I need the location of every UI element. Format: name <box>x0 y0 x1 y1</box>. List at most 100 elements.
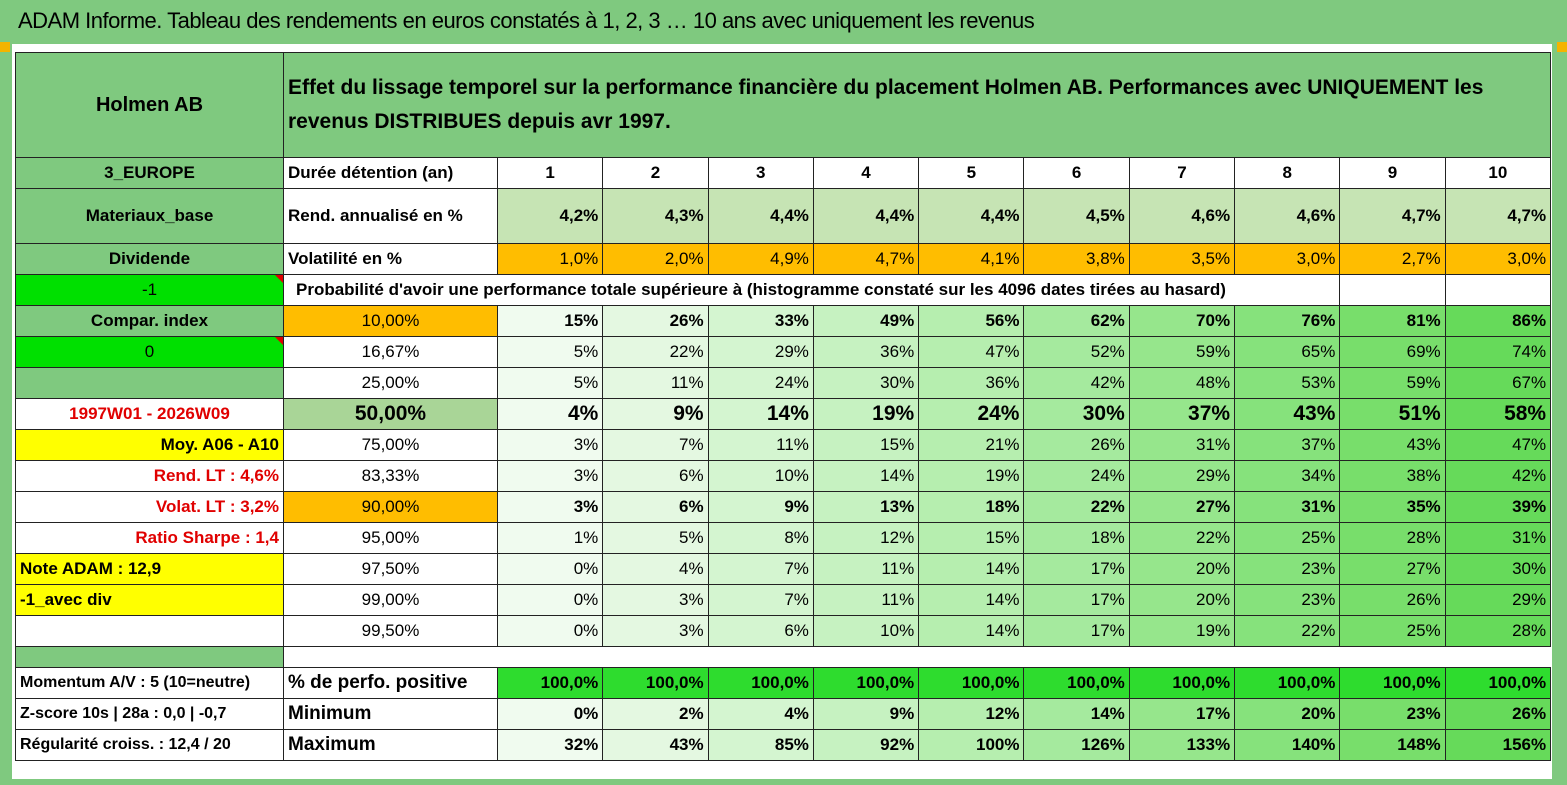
probability-caption: Probabilité d'avoir une performance tota… <box>282 274 1341 306</box>
probability-value: 11% <box>707 429 814 461</box>
probability-value: 27% <box>1128 491 1236 523</box>
threshold-cell: 75,00% <box>283 429 498 461</box>
year-header: 6 <box>1023 157 1130 189</box>
probability-value: 39% <box>1444 491 1552 523</box>
probability-value: 65% <box>1234 336 1341 368</box>
year-header: 8 <box>1234 157 1341 189</box>
probability-value: 70% <box>1128 305 1236 337</box>
probability-value: 4% <box>496 398 604 430</box>
probability-value: 19% <box>1128 615 1236 647</box>
threshold-cell: 99,50% <box>283 615 498 647</box>
probability-value: 42% <box>1023 367 1130 399</box>
vol-value: 3,8% <box>1023 243 1130 275</box>
min-value: 26% <box>1444 698 1552 730</box>
min-value: 9% <box>812 698 920 730</box>
pos-value: 100,0% <box>812 667 920 699</box>
probability-value: 31% <box>1128 429 1236 461</box>
probability-value: 17% <box>1023 553 1130 585</box>
probability-value: 51% <box>1339 398 1446 430</box>
probability-value: 58% <box>1444 398 1552 430</box>
max-value: 148% <box>1339 729 1446 761</box>
probability-value: 48% <box>1128 367 1236 399</box>
compar-index-cell: Compar. index <box>15 305 284 337</box>
probability-value: 14% <box>918 553 1025 585</box>
min-value: 0% <box>496 698 604 730</box>
threshold-cell: 25,00% <box>283 367 498 399</box>
probability-value: 11% <box>602 367 709 399</box>
probability-value: 30% <box>812 367 920 399</box>
probability-value: 62% <box>1023 305 1130 337</box>
avec-div-cell: -1_avec div <box>15 584 284 616</box>
probability-value: 26% <box>1023 429 1130 461</box>
probability-value: 76% <box>1234 305 1341 337</box>
rend-value: 4,7% <box>1339 188 1446 244</box>
probability-value: 37% <box>1234 429 1341 461</box>
probability-value: 86% <box>1444 305 1552 337</box>
probability-value: 0% <box>496 615 604 647</box>
probability-value: 6% <box>602 460 709 492</box>
probability-value: 30% <box>1444 553 1552 585</box>
rend-label: Rend. annualisé en % <box>283 188 498 244</box>
probability-value: 81% <box>1339 305 1446 337</box>
rend-value: 4,4% <box>812 188 920 244</box>
max-value: 32% <box>496 729 604 761</box>
probability-value: 31% <box>1444 522 1552 554</box>
pos-value: 100,0% <box>1444 667 1552 699</box>
probability-value: 1% <box>496 522 604 554</box>
probability-value: 5% <box>496 336 604 368</box>
table-description: Effet du lissage temporel sur la perform… <box>282 52 1552 158</box>
max-value: 85% <box>707 729 814 761</box>
pos-value: 100,0% <box>918 667 1025 699</box>
year-header: 1 <box>496 157 604 189</box>
flag-cell[interactable]: -1 <box>15 274 284 306</box>
probability-value: 6% <box>707 615 814 647</box>
rend-value: 4,3% <box>602 188 709 244</box>
flag-cell[interactable]: 0 <box>15 336 284 368</box>
year-header: 4 <box>812 157 920 189</box>
rend-value: 4,6% <box>1128 188 1236 244</box>
probability-value: 23% <box>1234 584 1341 616</box>
probability-value: 42% <box>1444 460 1552 492</box>
sharpe-cell: Ratio Sharpe : 1,4 <box>15 522 284 554</box>
period-cell: 1997W01 - 2026W09 <box>15 398 284 430</box>
moy-cell: Moy. A06 - A10 <box>15 429 284 461</box>
vol-value: 2,7% <box>1339 243 1446 275</box>
probability-value: 35% <box>1339 491 1446 523</box>
min-value: 2% <box>602 698 709 730</box>
threshold-cell: 16,67% <box>283 336 498 368</box>
probability-value: 47% <box>918 336 1025 368</box>
year-header: 9 <box>1339 157 1446 189</box>
vol-value: 4,9% <box>707 243 814 275</box>
empty-cell <box>1339 274 1446 306</box>
year-header: 2 <box>602 157 709 189</box>
vol-label: Volatilité en % <box>283 243 498 275</box>
vol-value: 1,0% <box>496 243 604 275</box>
probability-value: 31% <box>1234 491 1341 523</box>
probability-value: 36% <box>918 367 1025 399</box>
year-header: 3 <box>707 157 814 189</box>
probability-value: 29% <box>707 336 814 368</box>
year-header: 5 <box>918 157 1025 189</box>
rend-value: 4,6% <box>1234 188 1341 244</box>
probability-value: 5% <box>496 367 604 399</box>
probability-value: 67% <box>1444 367 1552 399</box>
zscore-cell: Z-score 10s | 28a : 0,0 | -0,7 <box>15 698 284 730</box>
probability-value: 17% <box>1023 584 1130 616</box>
report-title: ADAM Informe. Tableau des rendements en … <box>18 8 1035 33</box>
probability-value: 25% <box>1234 522 1341 554</box>
probability-value: 74% <box>1444 336 1552 368</box>
max-value: 140% <box>1234 729 1341 761</box>
probability-value: 9% <box>602 398 709 430</box>
probability-value: 56% <box>918 305 1025 337</box>
probability-value: 14% <box>918 615 1025 647</box>
year-header: 7 <box>1128 157 1236 189</box>
probability-value: 26% <box>602 305 709 337</box>
probability-value: 10% <box>812 615 920 647</box>
probability-value: 24% <box>707 367 814 399</box>
probability-value: 4% <box>602 553 709 585</box>
probability-value: 59% <box>1128 336 1236 368</box>
probability-value: 43% <box>1234 398 1341 430</box>
rend-value: 4,7% <box>1444 188 1552 244</box>
probability-value: 28% <box>1339 522 1446 554</box>
probability-value: 25% <box>1339 615 1446 647</box>
